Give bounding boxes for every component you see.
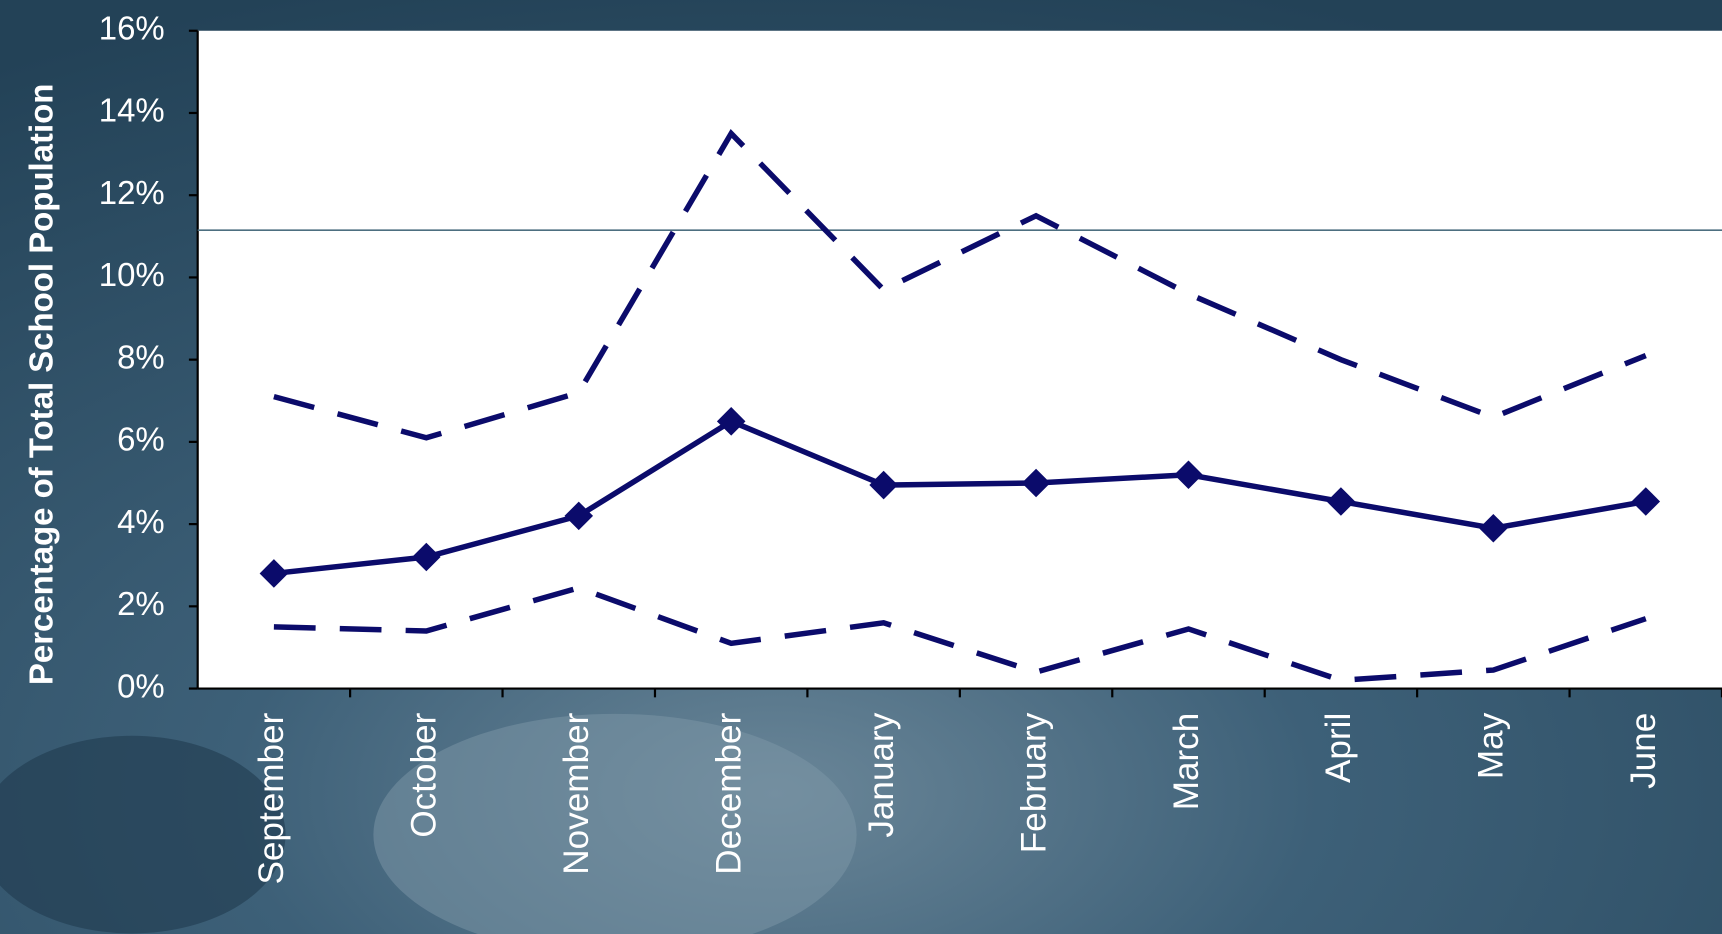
data-point (259, 559, 289, 588)
y-tick-label: 6% (117, 421, 165, 458)
series-line (273, 418, 1647, 577)
background-shape (373, 713, 857, 934)
series-line (273, 584, 1647, 684)
y-tick-label: 14% (99, 92, 165, 129)
x-tick-label: September (252, 712, 291, 884)
y-tick-label: 0% (117, 667, 165, 704)
data-point (1326, 487, 1356, 516)
data-point (1631, 487, 1661, 516)
x-tick-label: January (862, 712, 901, 837)
x-tick-label: December (709, 712, 748, 874)
background-shape (0, 735, 286, 934)
x-tick-label: April (1319, 713, 1358, 783)
x-tick-label: March (1167, 713, 1206, 811)
x-tick-label: May (1472, 712, 1511, 779)
y-tick-label: 2% (117, 585, 165, 622)
y-tick-label: 12% (99, 174, 165, 211)
series-line (273, 129, 1647, 441)
y-tick-label: 4% (117, 503, 165, 540)
data-point (1021, 468, 1051, 498)
y-tick-label: 8% (117, 338, 165, 375)
data-point (1479, 513, 1508, 543)
y-tick-label: 10% (99, 256, 165, 293)
data-point (412, 542, 441, 572)
y-axis-label: Percentage of Total School Population (23, 84, 60, 685)
y-tick-label: 16% (99, 9, 165, 46)
plot-area (197, 30, 1722, 689)
x-tick-label: February (1014, 712, 1053, 853)
data-point (1174, 460, 1203, 490)
x-tick-label: October (405, 712, 444, 837)
x-tick-label: June (1624, 713, 1663, 789)
x-tick-label: November (557, 712, 596, 874)
